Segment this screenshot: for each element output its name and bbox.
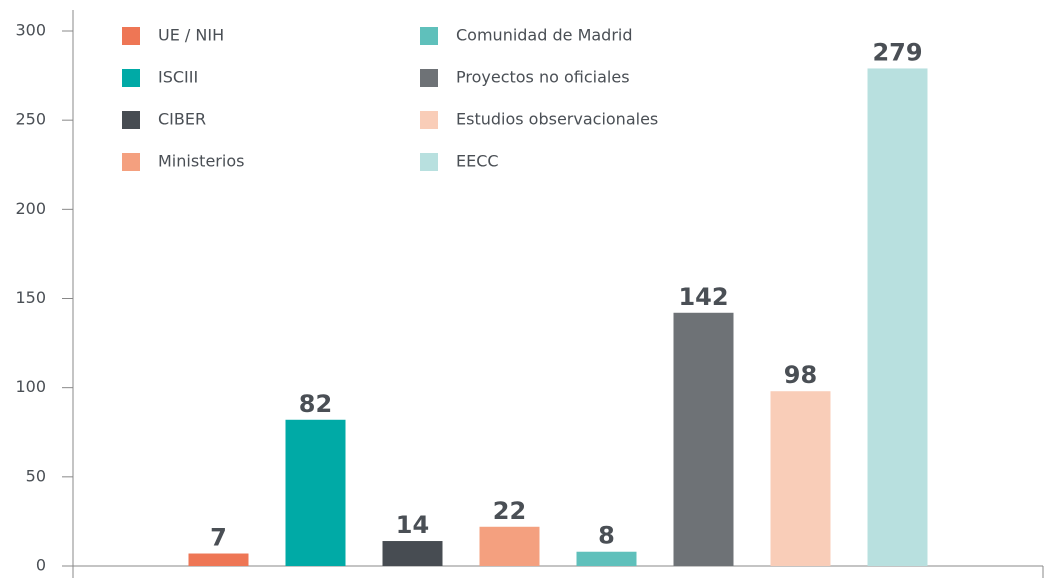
- legend-swatch: [122, 69, 140, 87]
- value-label: 142: [678, 283, 728, 311]
- legend-swatch: [122, 153, 140, 171]
- value-label: 82: [299, 390, 332, 418]
- legend-label: Ministerios: [158, 152, 244, 171]
- bar: [382, 541, 443, 566]
- legend-label: Proyectos no oficiales: [456, 68, 630, 87]
- bar: [673, 312, 734, 566]
- value-label: 7: [210, 524, 227, 552]
- y-tick-label: 50: [26, 466, 46, 485]
- value-label: 279: [872, 38, 922, 66]
- legend-label: CIBER: [158, 110, 206, 129]
- bar: [479, 526, 540, 566]
- y-tick-label: 200: [15, 199, 46, 218]
- bar: [576, 551, 637, 566]
- bar: [770, 391, 831, 566]
- legend-swatch: [420, 153, 438, 171]
- legend-swatch: [420, 111, 438, 129]
- y-tick-label: 0: [36, 556, 46, 575]
- value-label: 8: [598, 522, 615, 550]
- value-label: 22: [493, 497, 526, 525]
- legend-label: Comunidad de Madrid: [456, 26, 633, 45]
- value-label: 14: [396, 511, 429, 539]
- y-tick-label: 150: [15, 288, 46, 307]
- legend-swatch: [122, 27, 140, 45]
- bar: [867, 68, 928, 566]
- legend-label: UE / NIH: [158, 26, 224, 45]
- bar: [285, 419, 346, 566]
- legend-swatch: [420, 69, 438, 87]
- legend-swatch: [122, 111, 140, 129]
- legend-swatch: [420, 27, 438, 45]
- legend-label: ISCIII: [158, 68, 198, 87]
- bar: [188, 553, 249, 566]
- legend-label: Estudios observacionales: [456, 110, 658, 129]
- legend-label: EECC: [456, 152, 499, 171]
- y-tick-label: 250: [15, 110, 46, 129]
- y-tick-label: 100: [15, 377, 46, 396]
- value-label: 98: [784, 361, 817, 389]
- y-tick-label: 300: [15, 21, 46, 40]
